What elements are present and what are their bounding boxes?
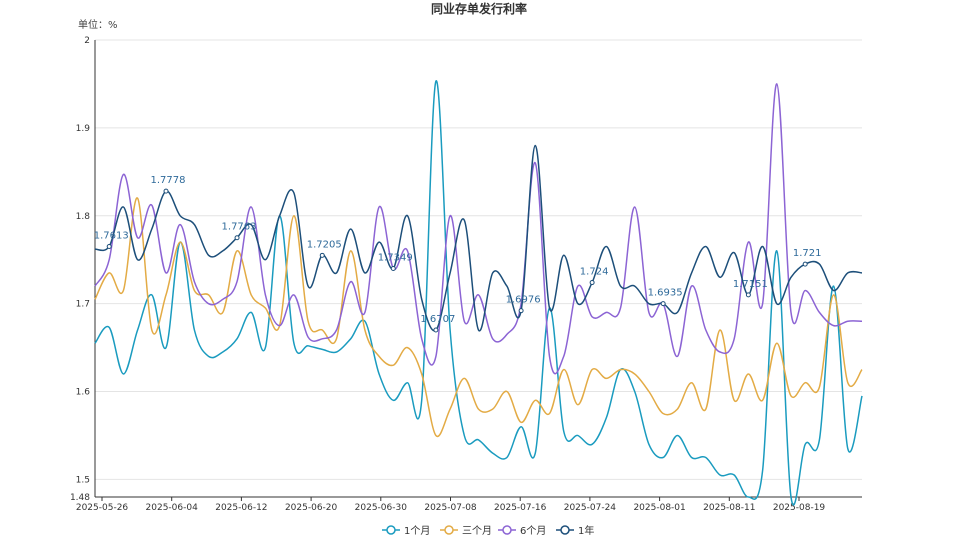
- legend-marker-6m: [502, 525, 512, 535]
- data-label: 1.7778: [151, 175, 186, 186]
- data-point-marker: [163, 188, 169, 194]
- y-tick-label: 1.9: [76, 124, 91, 134]
- x-tick-label: 2025-06-30: [355, 503, 408, 513]
- data-point-marker: [745, 292, 751, 298]
- data-label: 1.6935: [648, 288, 683, 299]
- data-point-marker: [802, 261, 808, 267]
- data-point-marker: [234, 235, 240, 241]
- data-label: 1.7349: [378, 253, 413, 264]
- data-label: 1.7151: [733, 279, 768, 290]
- data-label: 1.7205: [307, 239, 342, 250]
- x-tick-label: 2025-07-08: [424, 503, 477, 513]
- data-label: 1.6976: [506, 295, 541, 306]
- y-tick-label: 1.5: [76, 475, 90, 485]
- data-label: 1.7613: [94, 231, 129, 242]
- series-line-1y: [94, 144, 863, 332]
- x-tick-label: 2025-07-16: [494, 503, 547, 513]
- legend-label-1y[interactable]: 1年: [578, 524, 594, 537]
- x-tick-label: 2025-06-20: [285, 503, 338, 513]
- x-tick-label: 2025-06-12: [215, 503, 267, 513]
- chart-title: 同业存单发行利率: [431, 1, 527, 16]
- data-point-marker: [660, 301, 666, 307]
- y-tick-label: 1.48: [70, 493, 90, 503]
- x-tick-label: 2025-08-11: [703, 503, 755, 513]
- legend-label-1m[interactable]: 1个月: [404, 525, 430, 537]
- x-tick-label: 2025-08-01: [633, 503, 685, 513]
- data-point-marker: [319, 252, 325, 258]
- data-point-marker: [589, 280, 595, 286]
- x-tick-label: 2025-05-26: [76, 503, 129, 513]
- series-line-1m: [94, 80, 863, 506]
- y-tick-label: 1.7: [76, 300, 90, 310]
- legend-label-6m[interactable]: 6个月: [520, 525, 546, 537]
- y-tick-label: 1.6: [76, 388, 91, 398]
- x-tick-label: 2025-08-19: [773, 503, 826, 513]
- y-tick-label: 2: [84, 36, 90, 46]
- series-line-6m: [94, 83, 863, 375]
- legend: 1个月 三个月 6个月 1年: [382, 524, 594, 537]
- data-point-marker: [390, 266, 396, 271]
- legend-marker-3m: [444, 525, 454, 535]
- data-point-marker: [518, 308, 524, 314]
- legend-marker-1y: [560, 525, 570, 535]
- legend-label-3m[interactable]: 三个月: [462, 525, 492, 537]
- x-tick-label: 2025-07-24: [564, 503, 617, 513]
- data-point-marker: [433, 327, 439, 333]
- series-line-3m: [94, 197, 863, 438]
- series-lines: [94, 80, 863, 506]
- x-tick-label: 2025-06-04: [146, 503, 199, 513]
- data-label: 1.6707: [420, 314, 455, 325]
- legend-marker-1m: [386, 525, 396, 535]
- data-label: 1.721: [793, 248, 822, 259]
- data-label: 1.7763: [222, 222, 257, 233]
- data-label: 1.724: [580, 267, 609, 278]
- y-tick-label: 1.8: [76, 212, 91, 222]
- data-labels: 1.7613 1.7778 1.7763 1.7205 1.7349 1.6707 1.69…: [94, 175, 822, 333]
- data-point-marker: [106, 244, 112, 250]
- grid-lines: [95, 39, 862, 480]
- y-axis-unit-label: 单位：%: [78, 18, 118, 31]
